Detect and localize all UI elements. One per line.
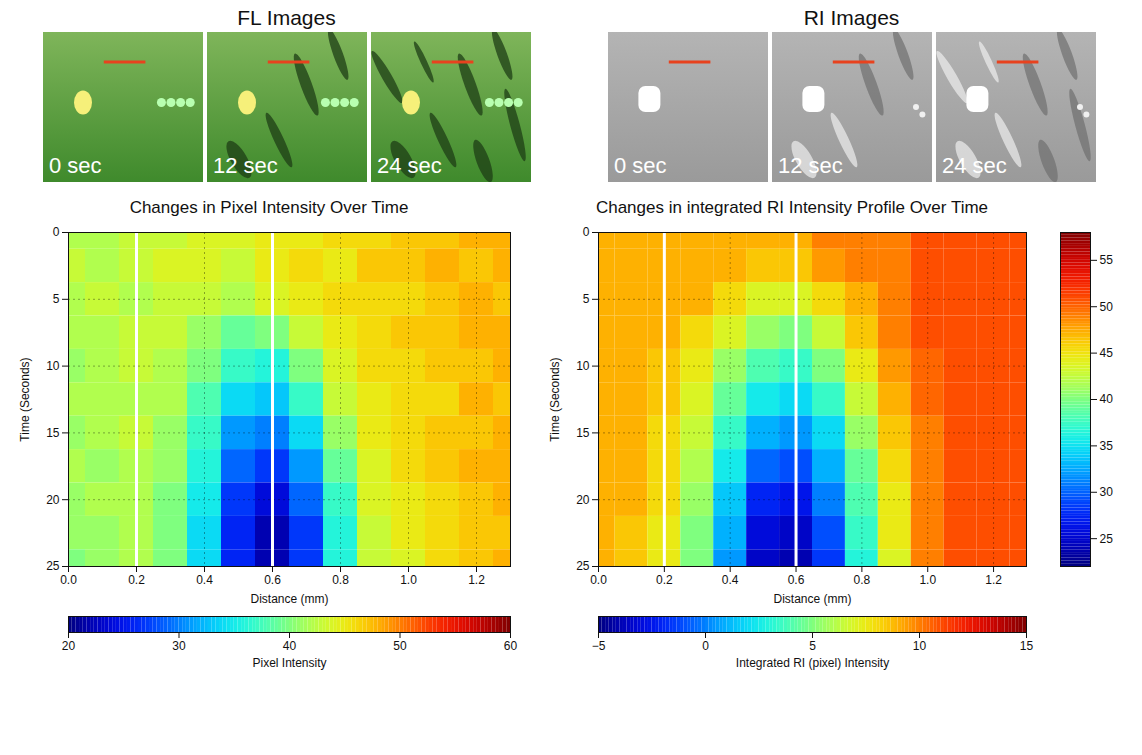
svg-text:12 sec: 12 sec <box>213 153 278 178</box>
svg-text:0.0: 0.0 <box>60 573 77 587</box>
svg-text:0.4: 0.4 <box>722 573 739 587</box>
svg-text:15: 15 <box>576 426 590 440</box>
svg-text:0.6: 0.6 <box>264 573 281 587</box>
svg-text:20: 20 <box>46 493 60 507</box>
svg-text:0.6: 0.6 <box>788 573 805 587</box>
svg-text:0: 0 <box>53 225 60 239</box>
html-text:Changes in integrated RI Inten: Changes in integrated RI Intensity Profi… <box>595 198 989 217</box>
svg-text:10: 10 <box>913 639 927 653</box>
svg-text:35: 35 <box>1100 439 1114 453</box>
svg-text:60: 60 <box>504 639 518 653</box>
svg-text:25: 25 <box>46 559 60 573</box>
html-text:FL Images: FL Images <box>237 6 336 29</box>
svg-text:1.0: 1.0 <box>400 573 417 587</box>
svg-text:0.8: 0.8 <box>854 573 871 587</box>
svg-text:Pixel Intensity: Pixel Intensity <box>252 656 326 670</box>
html-text:Changes in Pixel Intensity Ove: Changes in Pixel Intensity Over Time <box>129 198 409 217</box>
svg-text:50: 50 <box>393 639 407 653</box>
svg-text:20: 20 <box>576 493 590 507</box>
svg-text:0 sec: 0 sec <box>49 153 102 178</box>
svg-text:0.4: 0.4 <box>196 573 213 587</box>
svg-text:0: 0 <box>583 225 590 239</box>
svg-text:40: 40 <box>1100 392 1114 406</box>
svg-text:0 sec: 0 sec <box>614 153 667 178</box>
svg-text:Time (Seconds): Time (Seconds) <box>548 357 562 441</box>
svg-text:20: 20 <box>62 639 76 653</box>
svg-text:10: 10 <box>46 359 60 373</box>
svg-text:1.2: 1.2 <box>985 573 1002 587</box>
svg-text:45: 45 <box>1100 346 1114 360</box>
svg-text:40: 40 <box>283 639 297 653</box>
svg-text:Distance (mm): Distance (mm) <box>773 592 851 606</box>
svg-text:0.0: 0.0 <box>590 573 607 587</box>
svg-text:0.2: 0.2 <box>656 573 673 587</box>
svg-text:Integrated RI (pixel) Intensit: Integrated RI (pixel) Intensity <box>736 656 889 670</box>
svg-text:1.2: 1.2 <box>468 573 485 587</box>
svg-text:55: 55 <box>1100 253 1114 267</box>
svg-text:30: 30 <box>1100 485 1114 499</box>
svg-text:Time (Seconds): Time (Seconds) <box>18 357 32 441</box>
svg-text:10: 10 <box>576 359 590 373</box>
svg-text:25: 25 <box>1100 532 1114 546</box>
svg-text:5: 5 <box>53 292 60 306</box>
svg-text:24 sec: 24 sec <box>942 153 1007 178</box>
svg-text:Distance (mm): Distance (mm) <box>250 592 328 606</box>
svg-text:24 sec: 24 sec <box>377 153 442 178</box>
svg-text:15: 15 <box>1020 639 1034 653</box>
svg-text:5: 5 <box>583 292 590 306</box>
html-text:RI Images: RI Images <box>803 6 900 29</box>
svg-text:−5: −5 <box>592 639 606 653</box>
svg-text:25: 25 <box>576 559 590 573</box>
svg-text:0: 0 <box>702 639 709 653</box>
svg-text:50: 50 <box>1100 300 1114 314</box>
svg-text:30: 30 <box>172 639 186 653</box>
svg-text:0.8: 0.8 <box>332 573 349 587</box>
svg-text:5: 5 <box>809 639 816 653</box>
svg-text:15: 15 <box>46 426 60 440</box>
svg-text:1.0: 1.0 <box>919 573 936 587</box>
svg-text:0.2: 0.2 <box>128 573 145 587</box>
svg-text:12 sec: 12 sec <box>778 153 843 178</box>
